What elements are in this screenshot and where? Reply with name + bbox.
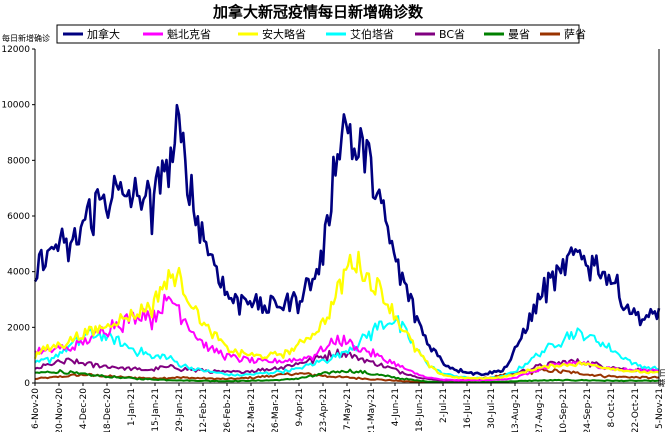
x-tick-label: 13-Aug-21 [511,388,521,432]
series-line [33,250,660,380]
legend-entry: 艾伯塔省 [350,27,394,41]
x-tick-label: 6-Nov-20 [31,388,41,429]
y-tick-label: 10000 [1,101,30,111]
series-line [33,103,661,377]
x-axis-ticks: 6-Nov-20 20-Nov-20 4-Dec-20 18-Dec-20 1-Jan-… [31,383,665,432]
y-tick-label: 0 [24,379,30,389]
x-tick-label: 7-May-21 [343,388,353,430]
x-tick-label: 21-May-21 [367,388,377,432]
series-lines [33,103,661,384]
y-axis-ticks: 0 2000 4000 6000 8000 10000 12000 [1,45,35,389]
x-tick-label: 12-Mar-21 [247,388,257,432]
legend-entry: 曼省 [508,28,530,41]
series-line [34,315,660,380]
legend-entry: BC省 [439,28,465,41]
legend: 加拿大 魁北克省 安大略省 艾伯塔省 BC省 曼省 萨省 [63,27,586,41]
x-tick-label: 16-Jul-21 [463,388,473,429]
x-tick-label: 26-Mar-21 [271,388,281,432]
x-tick-label: 23-Apr-21 [319,388,329,432]
series-line [34,368,660,384]
x-tick-label: 9-Apr-21 [295,388,305,426]
x-tick-label: 2-Jul-21 [439,388,449,423]
x-tick-label: 30-Jul-21 [487,388,497,429]
legend-entry: 安大略省 [262,27,306,41]
x-tick-label: 24-Sep-21 [583,388,593,432]
x-tick-label: 22-Oct-21 [631,388,641,432]
x-tick-label: 26-Feb-21 [223,388,233,432]
x-tick-label: 18-Dec-20 [103,388,113,432]
legend-entry: 魁北克省 [167,27,211,41]
y-tick-label: 12000 [1,45,30,55]
x-tick-label: 18-Jun-21 [415,388,425,432]
series-line [34,348,660,382]
legend-entry: 萨省 [564,28,586,41]
y-tick-label: 8000 [7,156,30,166]
right-edge-label-2: 期 [659,379,665,388]
right-edge-label-1: 日 [659,369,665,378]
series-line [34,293,659,382]
x-tick-label: 27-Aug-21 [535,388,545,432]
x-tick-label: 15-Jan-21 [151,388,161,432]
x-tick-label: 29-Jan-21 [175,388,185,432]
x-tick-label: 10-Sep-21 [559,388,569,432]
y-axis-label: 每日新增确诊 [2,33,50,43]
x-tick-label: 8-Oct-21 [607,388,617,428]
chart-title: 加拿大新冠疫情每日新增确诊数 [212,3,424,21]
y-tick-label: 4000 [7,268,30,278]
legend-entry: 加拿大 [87,27,120,41]
x-tick-label: 1-Jan-21 [127,388,137,426]
legend-box [56,24,580,44]
x-tick-label: 4-Dec-20 [79,388,89,429]
x-tick-label: 5-Nov-21 [655,388,665,429]
x-tick-label: 12-Feb-21 [199,388,209,432]
x-tick-label: 20-Nov-20 [55,388,65,432]
y-tick-label: 2000 [7,323,30,333]
y-tick-label: 6000 [7,212,30,222]
x-tick-label: 4-Jun-21 [391,388,401,426]
